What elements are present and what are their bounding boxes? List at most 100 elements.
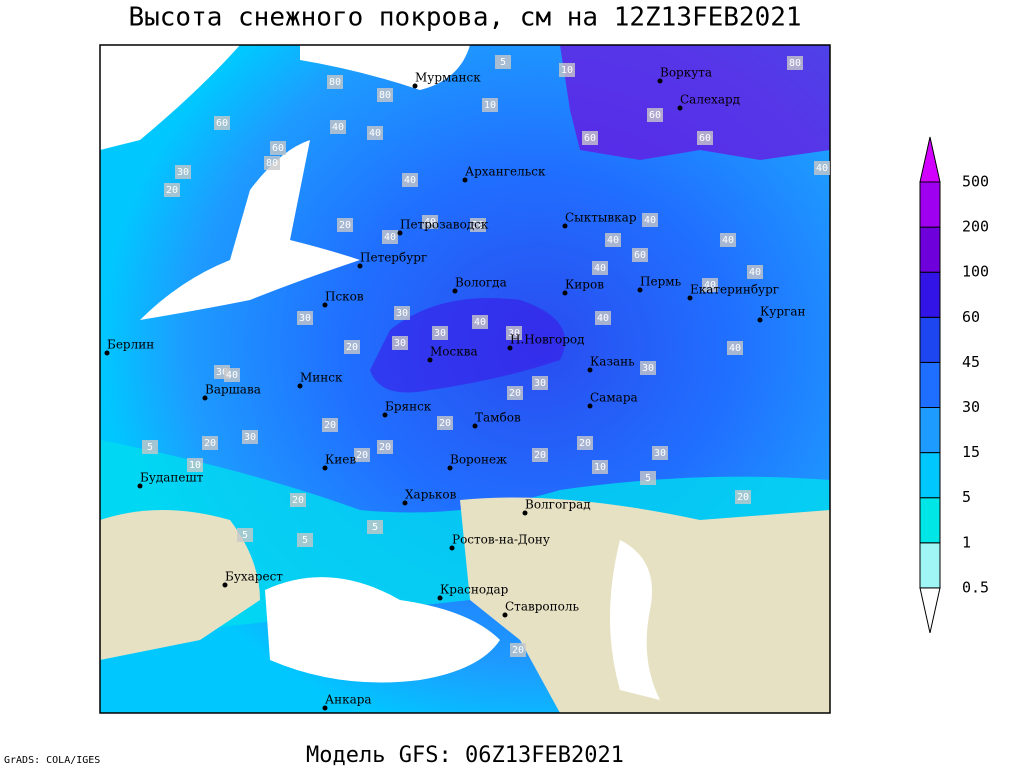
contour-label-box: [632, 248, 648, 262]
legend-label: 500: [962, 173, 989, 191]
city-dot: [357, 263, 363, 269]
contour-label-box: [327, 75, 343, 89]
contour-label: 60: [699, 133, 711, 144]
black-sea: [265, 577, 500, 683]
contour-label: 30: [396, 308, 408, 319]
city-label: Петербург: [360, 251, 427, 265]
contour-label-box: [747, 265, 763, 279]
map-area: [99, 44, 831, 714]
contour-label-box: [337, 218, 353, 232]
contour-label-box: [382, 230, 398, 244]
contour-label-box: [402, 173, 418, 187]
contour-label: 60: [272, 143, 284, 154]
legend-box: [919, 452, 941, 499]
contour-label: 20: [439, 418, 451, 429]
legend-label: 45: [962, 353, 980, 371]
legend-label: 15: [962, 443, 980, 461]
contour-label-box: [270, 141, 286, 155]
contour-label-box: [642, 213, 658, 227]
contour-label-box: [592, 261, 608, 275]
baltic-sea: [140, 140, 360, 320]
contour-label-box: [344, 340, 360, 354]
caspian-sea: [610, 540, 660, 700]
contour-label: 30: [434, 328, 446, 339]
contour-label: 20: [204, 438, 216, 449]
contour-label-box: [392, 336, 408, 350]
contour-label: 5: [242, 530, 248, 541]
legend-box: [919, 226, 941, 273]
city-label: Минск: [300, 371, 343, 385]
contour-label: 30: [508, 328, 520, 339]
legend-box: [919, 497, 941, 544]
legend-top-triangle: [919, 136, 941, 183]
city-dot: [322, 302, 328, 308]
deep-snow-ne: [560, 45, 830, 160]
map-frame: [99, 44, 831, 714]
contour-label-box: [394, 306, 410, 320]
city-label: Вологда: [455, 276, 507, 290]
contour-label: 40: [404, 175, 416, 186]
city-dot: [472, 423, 478, 429]
contour-label: 60: [634, 250, 646, 261]
contour-label: 20: [737, 492, 749, 503]
city-label: Воркута: [660, 66, 712, 80]
contour-label-box: [640, 361, 656, 375]
contour-label-box: [577, 436, 593, 450]
city-dot: [587, 403, 593, 409]
contour-label-box: [432, 326, 448, 340]
legend-box: [919, 542, 941, 589]
city-label: Архангельск: [465, 165, 546, 179]
contour-label: 80: [329, 77, 341, 88]
city-dot: [104, 350, 110, 356]
contour-label: 20: [509, 388, 521, 399]
contour-label: 60: [584, 133, 596, 144]
contour-label: 20: [356, 450, 368, 461]
city-dot: [427, 357, 433, 363]
contour-label: 20: [292, 495, 304, 506]
contour-label-box: [214, 116, 230, 130]
city-label: Берлин: [107, 338, 154, 352]
city-dot: [562, 290, 568, 296]
legend-box: [919, 407, 941, 454]
city-dot: [452, 288, 458, 294]
contour-label: 5: [302, 535, 308, 546]
contour-label-box: [532, 376, 548, 390]
contour-label: 40: [369, 128, 381, 139]
contour-label: 40: [424, 217, 436, 228]
contour-label-box: [175, 165, 191, 179]
city-dot: [677, 105, 683, 111]
contour-label: 40: [474, 317, 486, 328]
contour-label: 30: [394, 338, 406, 349]
contour-label-box: [506, 326, 522, 340]
contour-label-box: [605, 233, 621, 247]
contour-label: 5: [645, 473, 651, 484]
contour-label-box: [592, 460, 608, 474]
contour-label-box: [202, 436, 218, 450]
city-dot: [657, 78, 663, 84]
city-dot: [137, 483, 143, 489]
city-label: Воронеж: [450, 453, 507, 467]
contour-label-box: [264, 156, 280, 170]
contour-label: 30: [177, 167, 189, 178]
legend-label: 30: [962, 398, 980, 416]
contour-label-box: [297, 311, 313, 325]
arctic-sea-w: [100, 45, 240, 150]
contour-label-box: [640, 471, 656, 485]
contour-label-box: [367, 126, 383, 140]
contour-label-box: [237, 528, 253, 542]
contour-label-box: [322, 418, 338, 432]
legend-label: 5: [962, 488, 971, 506]
contour-label: 10: [594, 462, 606, 473]
contour-label-box: [727, 341, 743, 355]
city-label: Екатеринбург: [690, 283, 779, 297]
contour-label: 40: [704, 280, 716, 291]
contour-label: 20: [379, 442, 391, 453]
city-dot: [757, 317, 763, 323]
contour-label-box: [330, 120, 346, 134]
contour-label: 20: [534, 450, 546, 461]
contour-label: 20: [472, 220, 484, 231]
city-dot: [637, 287, 643, 293]
city-label: Волгоград: [525, 498, 591, 512]
contour-label: 40: [597, 313, 609, 324]
